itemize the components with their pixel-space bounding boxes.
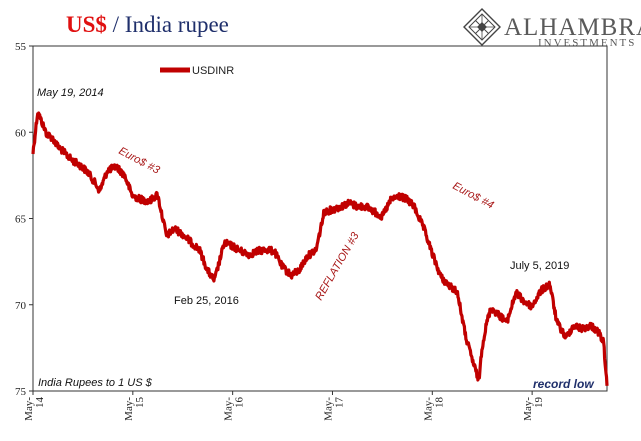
y-axis-label: India Rupees to 1 US $	[38, 377, 153, 389]
series-layer	[31, 111, 609, 386]
y-tick-label: 60	[15, 127, 27, 139]
annotation-july-2019: July 5, 2019	[510, 260, 569, 272]
chart-title: US$ / India rupee	[66, 12, 229, 37]
brand-subtitle: INVESTMENTS	[538, 37, 636, 49]
y-axis: 55 60 65 70 75	[15, 41, 33, 398]
y-tick-label: 75	[15, 386, 27, 398]
plot-area	[32, 45, 608, 392]
y-tick-label: 65	[15, 214, 27, 226]
x-tick-label: May-19	[522, 397, 545, 421]
brand-name: ALHAMBRA	[504, 14, 641, 41]
y-tick-label: 70	[15, 300, 27, 312]
x-tick-label: May-16	[223, 397, 246, 421]
annotation-feb-2016: Feb 25, 2016	[174, 295, 239, 307]
annotation-reflation3: REFLATION #3	[313, 230, 362, 303]
chart-title-currency: US$	[66, 12, 107, 37]
x-tick-label: May-14	[23, 397, 46, 421]
x-tick-label: May-15	[123, 397, 146, 421]
legend: USDINR	[160, 65, 234, 77]
x-tick-label: May-17	[322, 397, 345, 421]
y-tick-label: 55	[15, 41, 27, 53]
x-tick-label: May-18	[422, 397, 445, 421]
annotation-may-2014: May 19, 2014	[37, 87, 104, 99]
legend-label: USDINR	[192, 65, 234, 77]
annotation-record-low: record low	[533, 377, 594, 391]
series-line-usdinr	[31, 111, 609, 386]
x-axis: May-14 May-15 May-16 May-17 May-18 May-19	[23, 391, 545, 421]
chart-title-pair: / India rupee	[107, 12, 229, 37]
annotation-euro4: Euro$ #4	[451, 180, 496, 212]
diamond-lattice-icon	[463, 8, 501, 46]
